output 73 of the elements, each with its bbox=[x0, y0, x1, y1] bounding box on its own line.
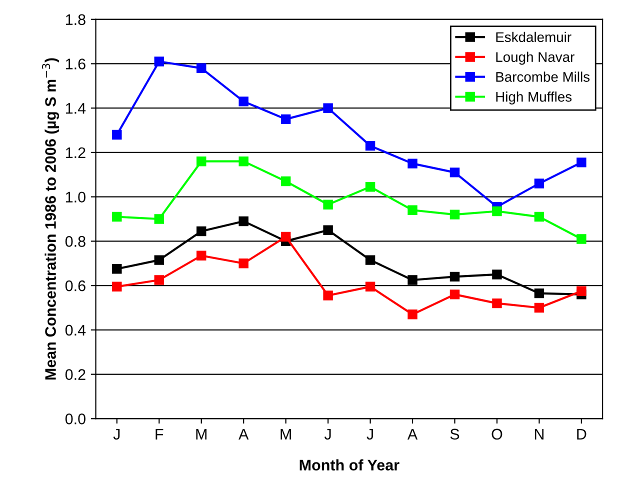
x-tick-label: N bbox=[534, 428, 544, 440]
point bbox=[492, 298, 502, 308]
point bbox=[450, 168, 460, 178]
point bbox=[576, 286, 586, 296]
x-tick-label: S bbox=[450, 428, 460, 440]
point bbox=[238, 96, 248, 106]
legend-label: Eskdalemuir bbox=[496, 32, 572, 42]
point bbox=[450, 210, 460, 220]
point bbox=[323, 103, 333, 113]
point bbox=[492, 270, 502, 280]
y-tick-label: 0.8 bbox=[65, 236, 86, 247]
x-tick-label: O bbox=[492, 428, 502, 440]
point bbox=[196, 156, 206, 166]
y-tick-label: 1.6 bbox=[66, 58, 86, 70]
point bbox=[534, 212, 544, 222]
point bbox=[408, 310, 418, 320]
x-tick-label: M bbox=[280, 428, 291, 440]
point bbox=[280, 176, 291, 186]
point bbox=[323, 225, 333, 235]
y-tick-label: 0.2 bbox=[65, 369, 86, 380]
point bbox=[280, 232, 291, 242]
x-tick-label: M bbox=[196, 428, 206, 440]
point bbox=[112, 264, 122, 274]
y-tick-label: 0.4 bbox=[65, 324, 86, 336]
point bbox=[196, 226, 206, 236]
x-tick-label: A bbox=[407, 428, 418, 440]
point bbox=[112, 282, 122, 292]
x-tick-label: J bbox=[324, 428, 331, 440]
point bbox=[112, 212, 122, 222]
y-axis-title: Mean Concentration 1986 to 2006 (µg S m$^{−3}$) bbox=[42, 58, 60, 380]
point bbox=[280, 114, 291, 124]
point bbox=[238, 216, 248, 226]
y-tick-label: 1.4 bbox=[66, 103, 86, 114]
point bbox=[238, 156, 248, 166]
point bbox=[576, 158, 586, 168]
point bbox=[154, 214, 164, 224]
point bbox=[365, 255, 376, 265]
point bbox=[196, 250, 206, 260]
x-tick-label: D bbox=[577, 428, 586, 440]
point bbox=[238, 258, 248, 268]
y-tick-label: 0.6 bbox=[65, 280, 86, 292]
point bbox=[365, 282, 376, 292]
point bbox=[450, 290, 460, 300]
point bbox=[112, 130, 122, 140]
point bbox=[323, 290, 333, 300]
point bbox=[196, 63, 206, 74]
point bbox=[450, 272, 460, 282]
point bbox=[576, 234, 586, 244]
x-tick-label: J bbox=[366, 428, 373, 440]
y-tick-label: 1.2 bbox=[66, 147, 86, 158]
point bbox=[154, 275, 164, 285]
legend-label: High Muffles bbox=[496, 92, 572, 104]
point bbox=[408, 158, 418, 168]
point bbox=[323, 200, 333, 210]
point bbox=[365, 182, 376, 192]
point bbox=[408, 275, 418, 285]
point bbox=[365, 140, 376, 151]
point bbox=[154, 56, 164, 66]
point bbox=[534, 288, 544, 298]
x-tick-label: F bbox=[156, 428, 164, 440]
point bbox=[534, 302, 544, 313]
point bbox=[492, 206, 502, 216]
x-tick-label: A bbox=[238, 428, 249, 440]
legend-label: Barcombe Mills bbox=[496, 72, 590, 82]
point bbox=[154, 255, 164, 265]
point bbox=[534, 178, 544, 188]
point bbox=[408, 205, 418, 215]
y-tick-label: 1.8 bbox=[66, 14, 86, 26]
legend-label: Lough Navar bbox=[496, 52, 574, 65]
y-tick-label: 0.0 bbox=[65, 414, 86, 424]
x-axis-title: Month of Year bbox=[300, 459, 400, 471]
y-tick-label: 1.0 bbox=[66, 192, 86, 203]
x-tick-label: J bbox=[113, 428, 120, 440]
